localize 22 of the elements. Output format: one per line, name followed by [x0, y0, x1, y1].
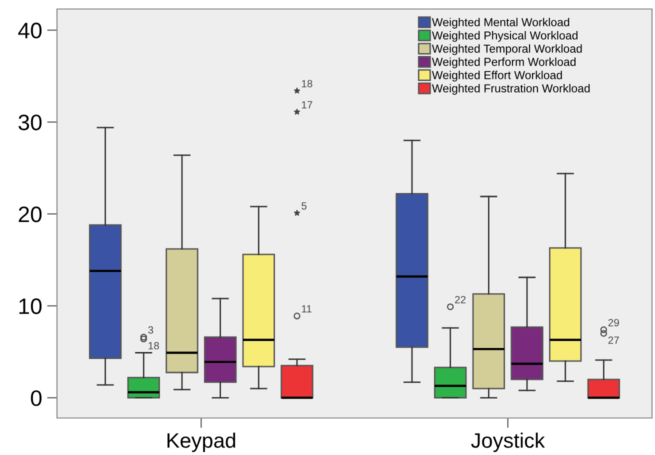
annotation: 3 [148, 326, 154, 334]
annotation: 18 [148, 342, 159, 350]
legend-label: Weighted Effort Workload [432, 70, 562, 82]
y-tick-label: 10 [19, 298, 42, 314]
annotation: 27 [608, 336, 619, 344]
annotation: 11 [302, 305, 312, 312]
annotation: 22 [455, 296, 466, 304]
y-tick-label: 0 [30, 390, 42, 406]
legend-label: Weighted Perform Workload [432, 58, 576, 68]
legend-label: Weighted Mental Workload [432, 18, 570, 29]
y-tick-label: 20 [18, 206, 42, 222]
annotation: 17 [302, 101, 312, 108]
legend-label: Weighted Temporal Workload [432, 44, 582, 56]
y-tick-label: 30 [18, 114, 42, 130]
annotation: 5 [302, 202, 307, 210]
x-tick-label: Keypad [168, 432, 236, 452]
x-tick-label: Joystick [471, 432, 545, 452]
y-tick-label: 40 [18, 22, 42, 38]
legend-label: Weighted Frustration Workload [432, 84, 590, 95]
legend-label: Weighted Physical Workload [432, 31, 578, 42]
annotation: 29 [608, 318, 619, 326]
annotation: 18 [302, 80, 312, 88]
